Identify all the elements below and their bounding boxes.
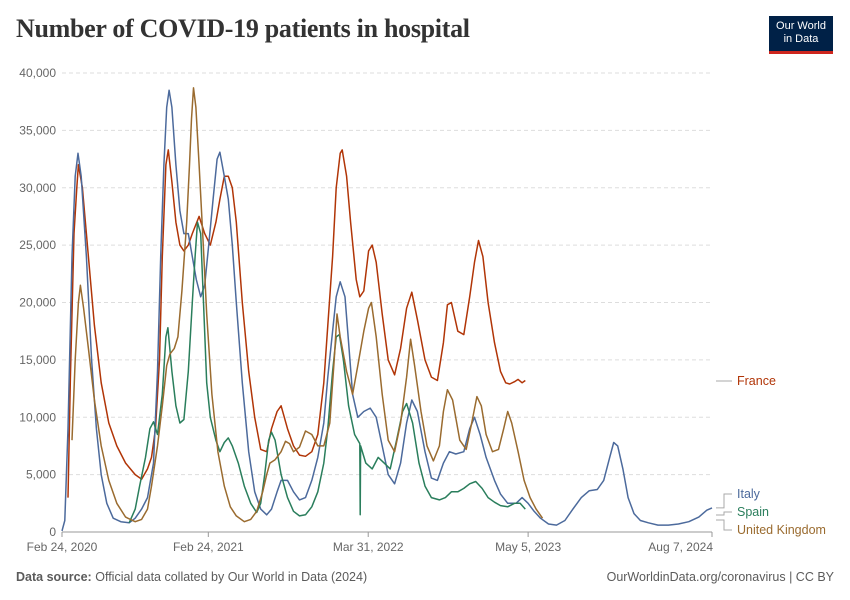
x-tick-label: Feb 24, 2021: [173, 540, 244, 554]
y-tick-label: 5,000: [26, 468, 56, 482]
logo-line2: in Data: [783, 33, 819, 45]
series-label-spain: Spain: [737, 505, 769, 519]
leader-line: [716, 493, 732, 509]
series-line-united-kingdom: [71, 87, 544, 523]
leader-line: [716, 519, 732, 531]
series-label-france: France: [737, 374, 776, 388]
x-tick-label: Aug 7, 2024: [648, 540, 713, 554]
footer-url[interactable]: OurWorldinData.org/coronavirus | CC BY: [606, 570, 834, 584]
x-tick-label: Feb 24, 2020: [27, 540, 98, 554]
series-label-italy: Italy: [737, 487, 761, 501]
x-tick-label: May 5, 2023: [495, 540, 561, 554]
y-tick-label: 0: [49, 525, 56, 539]
x-tick-label: Mar 31, 2022: [333, 540, 404, 554]
chart-title: Number of COVID-19 patients in hospital: [16, 14, 470, 43]
y-tick-label: 15,000: [19, 353, 56, 367]
y-tick-label: 25,000: [19, 238, 56, 252]
y-tick-label: 30,000: [19, 181, 56, 195]
source-label: Data source:: [16, 570, 92, 584]
owid-logo[interactable]: Our World in Data: [769, 16, 833, 54]
y-tick-label: 20,000: [19, 296, 56, 310]
y-tick-label: 10,000: [19, 410, 56, 424]
series-label-united-kingdom: United Kingdom: [737, 523, 826, 537]
footer-source: Data source: Official data collated by O…: [16, 570, 367, 584]
y-tick-label: 40,000: [19, 66, 56, 80]
series-line-france: [67, 149, 526, 498]
series-line-italy: [61, 89, 713, 532]
leader-line: [716, 511, 732, 516]
logo-line1: Our World: [776, 20, 826, 32]
y-tick-label: 35,000: [19, 123, 56, 137]
source-text: Official data collated by Our World in D…: [95, 570, 368, 584]
series-line-spain: [128, 221, 526, 524]
